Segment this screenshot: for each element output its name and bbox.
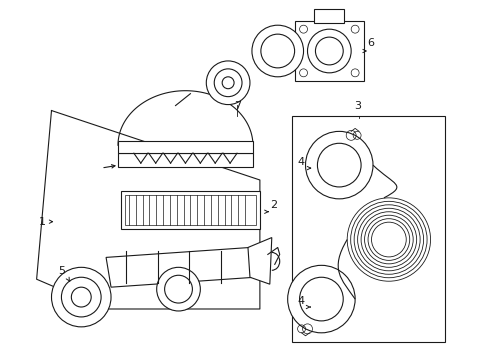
Text: 3: 3 — [353, 100, 361, 111]
Bar — [294, 21, 364, 81]
Polygon shape — [247, 238, 271, 284]
Text: 6: 6 — [366, 38, 373, 48]
Text: 7: 7 — [234, 100, 241, 111]
Circle shape — [305, 131, 372, 199]
Bar — [124, 195, 255, 225]
Circle shape — [156, 267, 200, 311]
Bar — [118, 153, 252, 167]
Circle shape — [287, 265, 354, 333]
Text: 5: 5 — [59, 266, 65, 276]
Bar — [314, 9, 344, 23]
Circle shape — [251, 25, 303, 77]
Text: 4: 4 — [297, 157, 304, 167]
Bar — [118, 141, 252, 153]
Bar — [291, 116, 445, 342]
Bar — [121, 191, 259, 229]
Polygon shape — [106, 247, 254, 287]
Circle shape — [206, 61, 249, 105]
Circle shape — [51, 267, 111, 327]
Text: 1: 1 — [39, 217, 45, 227]
Text: 4: 4 — [297, 296, 304, 306]
Text: 2: 2 — [269, 200, 276, 210]
